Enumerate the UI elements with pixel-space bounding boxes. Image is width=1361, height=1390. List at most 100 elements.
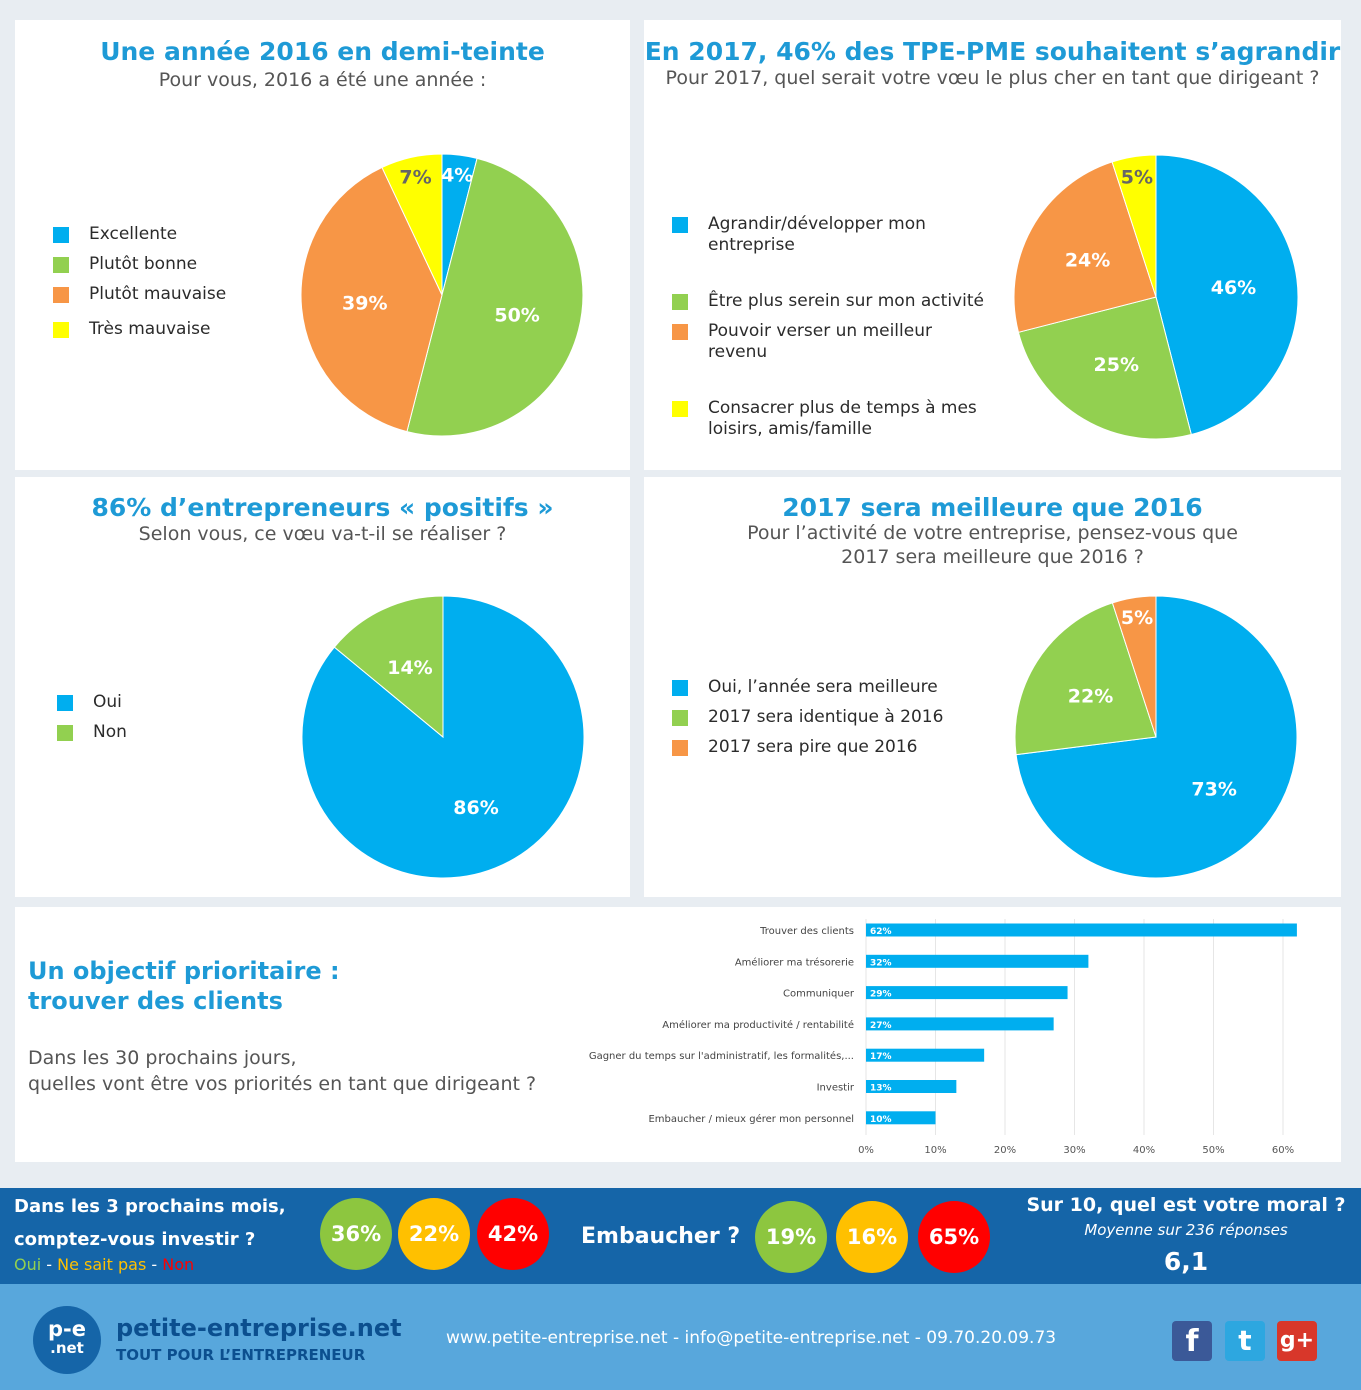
panel-title: 2017 sera meilleure que 2016 xyxy=(782,493,1203,522)
answer-legend: Oui - Ne sait pas - Non xyxy=(14,1255,194,1274)
bar xyxy=(866,1048,985,1062)
legend-swatch xyxy=(672,294,688,310)
legend-label: revenu xyxy=(708,342,768,362)
legend-item: Agrandir/développer mon entreprise xyxy=(672,214,984,256)
category-label: Améliorer ma trésorerie xyxy=(735,956,854,968)
category-label: Investir xyxy=(817,1083,855,1094)
legend-item: 2017 sera pire que 2016 xyxy=(672,737,943,758)
bar-value-label: 32% xyxy=(870,958,892,968)
legend-item: Non xyxy=(57,722,127,743)
pie-slice xyxy=(381,153,443,296)
pie-slice-label: 24% xyxy=(1065,249,1110,271)
pie-slice-label: 22% xyxy=(1068,685,1113,707)
legend-swatch xyxy=(672,324,688,340)
bar-value-label: 17% xyxy=(870,1052,892,1062)
panel-subtitle-line2: 2017 sera meilleure que 2016 ? xyxy=(841,546,1144,568)
pie-slice-label: 86% xyxy=(453,797,498,819)
moral-subtitle: Moyenne sur 236 réponses xyxy=(1084,1221,1288,1239)
pie-slice-label: 5% xyxy=(1121,166,1153,188)
bar xyxy=(866,1080,957,1093)
embaucher-nsp-circle: 16% xyxy=(836,1201,908,1273)
legend-label: Être plus serein sur mon activité xyxy=(708,291,984,311)
legend-label: Consacrer plus de temps à mes xyxy=(708,398,977,418)
pie-slice-label: 73% xyxy=(1191,778,1236,800)
legend-oui: Oui xyxy=(14,1255,42,1274)
legend: Oui Non xyxy=(57,692,127,752)
bar xyxy=(866,923,1297,937)
logo-bottom-text: .net xyxy=(50,1339,84,1357)
pie-slice xyxy=(1111,595,1157,738)
pie-slice xyxy=(1017,296,1192,440)
embaucher-label: Embaucher ? xyxy=(581,1224,741,1249)
google-plus-icon[interactable]: g+ xyxy=(1277,1321,1317,1361)
legend-item: Excellente xyxy=(53,224,226,245)
legend-swatch xyxy=(53,287,69,303)
x-tick-label: 40% xyxy=(1133,1145,1155,1156)
bar-value-label: 27% xyxy=(870,1021,892,1031)
legend-item: Être plus serein sur mon activité xyxy=(672,291,984,312)
invest-non-circle: 42% xyxy=(477,1198,549,1270)
panel-2017-wish: En 2017, 46% des TPE-PME souhaitent s’ag… xyxy=(644,20,1341,470)
bar-value-label: 62% xyxy=(870,927,892,937)
legend-item: Oui, l’année sera meilleure xyxy=(672,677,943,698)
pie-slice-label: 50% xyxy=(494,304,539,326)
legend-item: Oui xyxy=(57,692,127,713)
panel-title: 86% d’entrepreneurs « positifs » xyxy=(91,493,554,522)
legend-label: Plutôt bonne xyxy=(89,254,198,274)
panel-subtitle: Pour 2017, quel serait votre vœu le plus… xyxy=(665,67,1320,89)
logo[interactable]: p-e .net xyxy=(33,1306,101,1374)
x-tick-label: 20% xyxy=(994,1145,1016,1156)
legend-label: Oui, l’année sera meilleure xyxy=(708,677,938,697)
invest-question-line1: Dans les 3 prochains mois, xyxy=(14,1196,286,1217)
footer: p-e .net petite-entreprise.net TOUT POUR… xyxy=(0,1284,1361,1390)
legend: Agrandir/développer mon entreprise Être pl… xyxy=(672,214,984,449)
facebook-icon[interactable]: f xyxy=(1172,1321,1212,1361)
legend-label: Non xyxy=(93,722,127,742)
legend-label: Très mauvaise xyxy=(89,319,211,339)
twitter-icon[interactable]: t xyxy=(1225,1321,1265,1361)
pie-chart: 4% 50% 39% 7% xyxy=(300,153,584,437)
panel-priorities: Un objectif prioritaire : trouver des cl… xyxy=(15,907,1341,1162)
bar-value-label: 13% xyxy=(870,1084,892,1094)
invest-oui-circle: 36% xyxy=(320,1198,392,1270)
panel-subtitle: Selon vous, ce vœu va-t-il se réaliser ? xyxy=(138,523,507,545)
legend-nsp: Ne sait pas xyxy=(57,1255,147,1274)
x-tick-label: 30% xyxy=(1063,1145,1085,1156)
category-label: Améliorer ma productivité / rentabilité xyxy=(662,1019,854,1031)
bar-value-label: 10% xyxy=(870,1115,892,1125)
pie-slice xyxy=(1111,154,1157,298)
brand-name[interactable]: petite-entreprise.net xyxy=(116,1314,402,1342)
moral-value: 6,1 xyxy=(1163,1247,1209,1276)
category-label: Gagner du temps sur l'administratif, les… xyxy=(589,1050,854,1062)
contact-line[interactable]: www.petite-entreprise.net - info@petite-… xyxy=(446,1328,1057,1348)
pie-chart: 86% 14% xyxy=(301,595,585,879)
brand-tagline: TOUT POUR L’ENTREPRENEUR xyxy=(116,1346,366,1364)
legend-swatch xyxy=(57,725,73,741)
legend-swatch xyxy=(53,257,69,273)
legend-swatch xyxy=(672,710,688,726)
legend-label: 2017 sera identique à 2016 xyxy=(708,707,944,727)
pie-slice-label: 25% xyxy=(1094,354,1139,376)
pie-slice-label: 39% xyxy=(342,292,387,314)
pie-chart: 46% 25% 24% 5% xyxy=(1013,154,1299,440)
bar xyxy=(866,986,1068,1000)
panel-2017-better: 2017 sera meilleure que 2016 Pour l’acti… xyxy=(644,477,1341,897)
legend-item: Plutôt mauvaise xyxy=(53,284,226,305)
legend-swatch xyxy=(672,740,688,756)
legend-item: Plutôt bonne xyxy=(53,254,226,275)
legend-label: Pouvoir verser un meilleur xyxy=(708,321,932,341)
embaucher-oui-circle: 19% xyxy=(755,1201,827,1273)
panel-title: En 2017, 46% des TPE-PME souhaitent s’ag… xyxy=(644,37,1341,66)
legend-item: Consacrer plus de temps à mes loisirs, am… xyxy=(672,398,984,440)
legend-separator: - xyxy=(41,1255,58,1274)
legend-swatch xyxy=(672,401,688,417)
pie-slice-label: 7% xyxy=(399,167,431,189)
invest-question-line2: comptez-vous investir ? xyxy=(14,1229,256,1250)
pie-slice-label: 46% xyxy=(1211,277,1256,299)
bar xyxy=(866,1017,1054,1031)
legend-label: Oui xyxy=(93,692,122,712)
panel-title-line1: Un objectif prioritaire : xyxy=(28,957,340,985)
survey-banner: Dans les 3 prochains mois, comptez-vous … xyxy=(0,1188,1361,1284)
legend-swatch xyxy=(672,680,688,696)
x-tick-label: 0% xyxy=(858,1145,874,1156)
